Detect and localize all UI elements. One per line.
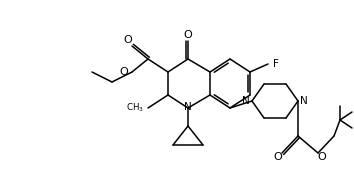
Text: O: O [274, 152, 282, 162]
Text: O: O [120, 67, 129, 77]
Text: CH$_3$: CH$_3$ [126, 102, 144, 114]
Text: O: O [318, 152, 326, 162]
Text: F: F [273, 59, 279, 69]
Text: N: N [184, 102, 192, 112]
Text: O: O [124, 35, 132, 45]
Text: O: O [184, 30, 192, 40]
Text: N: N [300, 96, 308, 106]
Text: N: N [242, 96, 250, 106]
